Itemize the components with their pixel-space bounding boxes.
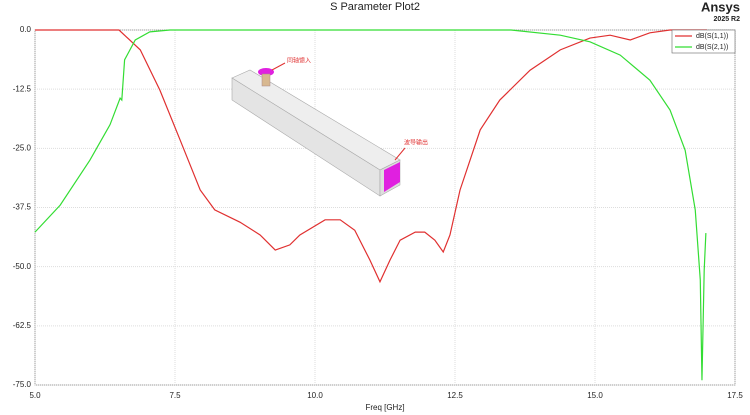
- series-line: [35, 29, 707, 284]
- y-tick-label: 0.0: [20, 25, 32, 34]
- x-tick-label: 17.5: [727, 391, 743, 400]
- y-tick-label: -50.0: [13, 262, 32, 271]
- version: 2025 R2: [714, 16, 741, 23]
- annotation: 同轴馈入: [287, 57, 311, 65]
- x-tick-label: 7.5: [169, 391, 181, 400]
- y-tick-label: -25.0: [13, 143, 32, 152]
- x-tick-label: 12.5: [447, 391, 463, 400]
- x-tick-label: 5.0: [29, 391, 41, 400]
- legend-label: dB(S(2,1)): [696, 44, 728, 51]
- chart-title: S Parameter Plot2: [330, 1, 420, 13]
- y-tick-label: -12.5: [13, 84, 32, 93]
- y-tick-label: -37.5: [13, 203, 32, 212]
- y-tick-label: -75.0: [13, 380, 32, 389]
- y-tick-label: -62.5: [13, 321, 32, 330]
- x-tick-label: 15.0: [587, 391, 603, 400]
- x-axis-label: Freq [GHz]: [365, 403, 404, 412]
- brand: Ansys: [701, 0, 740, 14]
- series-line: [34, 29, 707, 381]
- legend-label: dB(S(1,1)): [696, 33, 728, 40]
- model-inset: 同轴馈入 波导输出: [231, 57, 428, 197]
- annotation: 波导输出: [404, 139, 428, 147]
- x-tick-label: 10.0: [307, 391, 323, 400]
